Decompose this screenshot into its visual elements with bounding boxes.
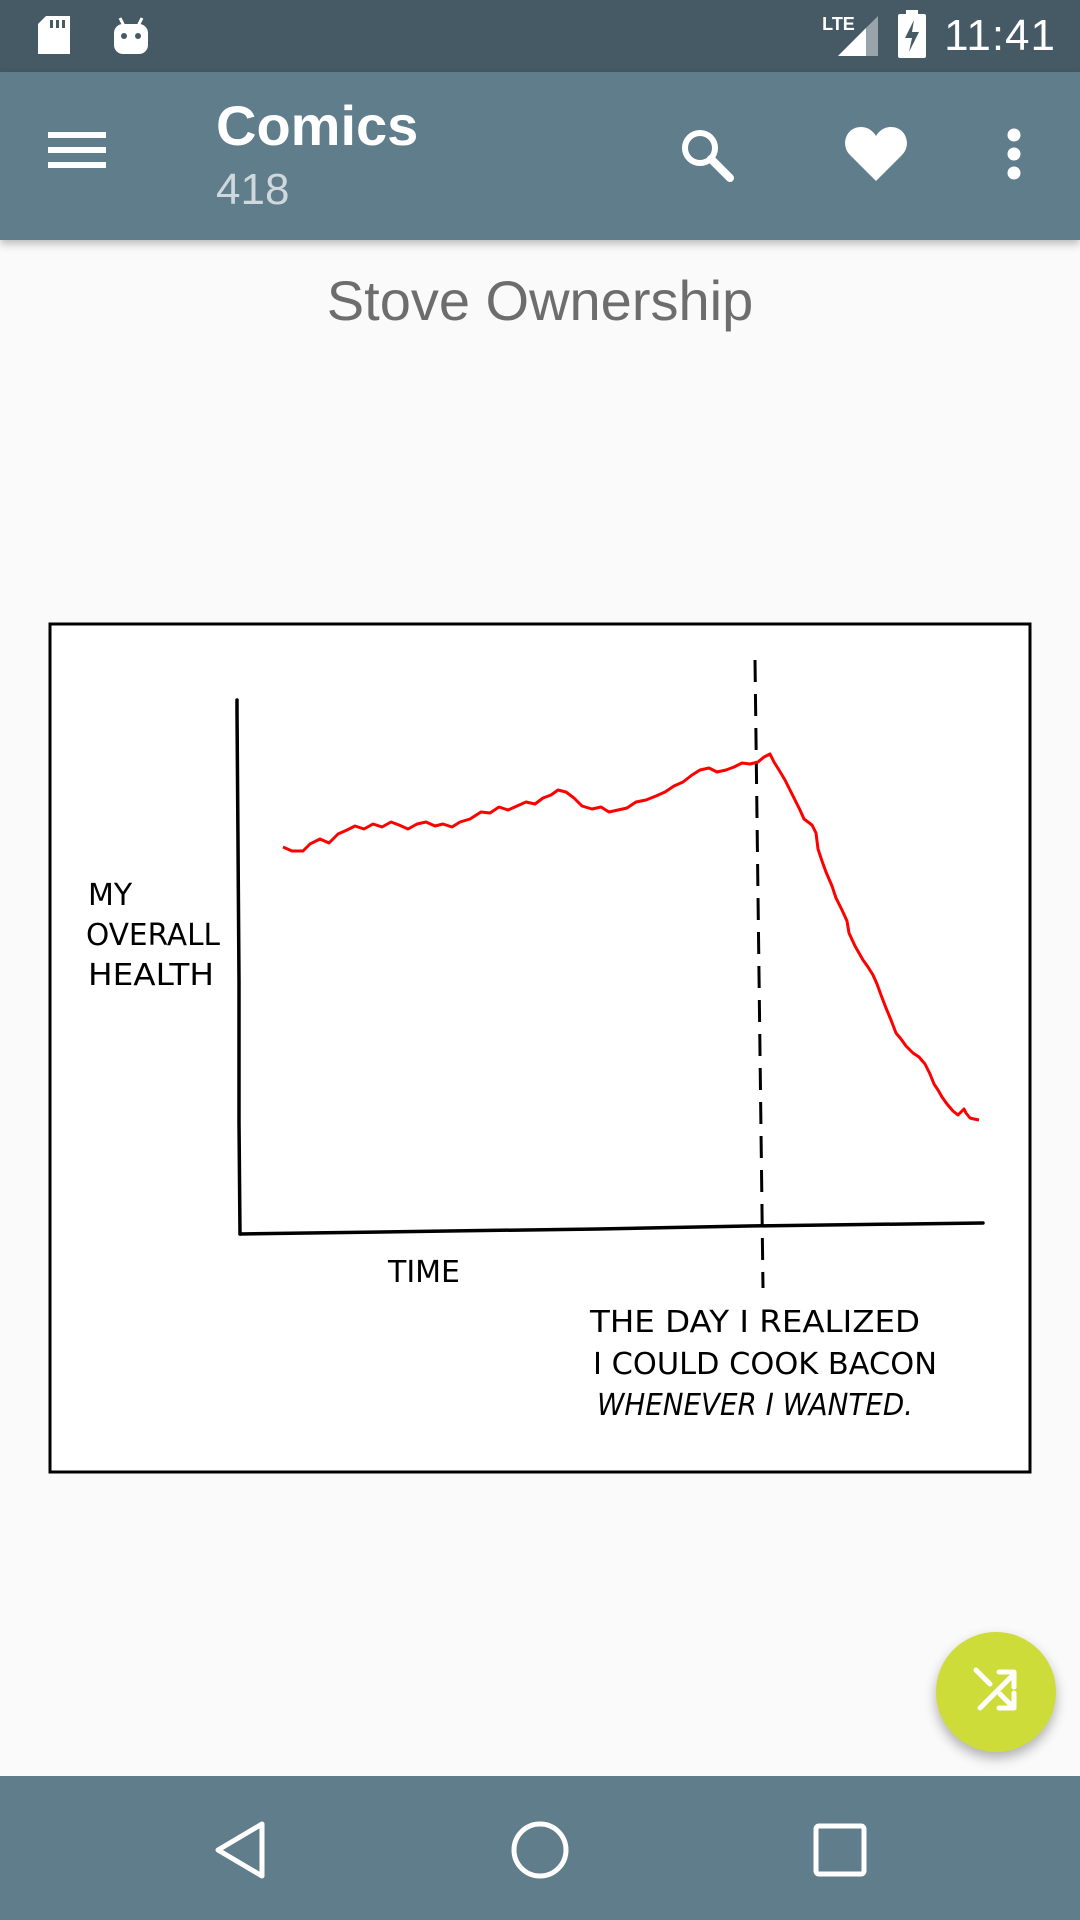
menu-icon [48, 132, 106, 176]
y-axis [235, 698, 242, 1236]
back-icon [212, 1820, 268, 1885]
more-vert-icon [1006, 128, 1022, 185]
back-button[interactable] [200, 1812, 280, 1892]
comic-title: Stove Ownership [326, 269, 754, 332]
status-bar: LTE 11:41 [0, 0, 1080, 72]
page-title: Comics [216, 94, 419, 157]
favorite-button[interactable] [844, 124, 908, 188]
heart-icon [844, 125, 908, 188]
menu-button[interactable] [48, 128, 114, 184]
x-axis [238, 1221, 985, 1236]
y-axis-label-line-2: OVERALL [86, 918, 220, 953]
network-label: LTE [822, 14, 855, 34]
sd-card-icon [36, 14, 72, 61]
x-axis-label: TIME [387, 1255, 460, 1290]
shuffle-button[interactable] [936, 1632, 1056, 1752]
shuffle-icon [972, 1666, 1020, 1719]
annotation-line-1: THE DAY I REALIZED [589, 1305, 920, 1340]
toolbar-title-block: Comics 418 [216, 94, 418, 218]
annotation-line-3: WHENEVER I WANTED. [597, 1388, 913, 1423]
comic-number: 418 [216, 165, 290, 214]
search-icon [678, 126, 734, 187]
event-marker-line [753, 659, 765, 1289]
recents-button[interactable] [800, 1812, 880, 1892]
app-bar: Comics 418 [0, 72, 1080, 240]
comic-image[interactable]: MY OVERALL HEALTH TIME THE DAY I REALIZE… [48, 622, 1032, 1474]
home-icon [510, 1820, 570, 1885]
annotation-line-2: I COULD COOK BACON [593, 1347, 937, 1382]
y-axis-label-line-3: HEALTH [88, 958, 214, 993]
clock: 11:41 [944, 11, 1056, 60]
recents-icon [813, 1823, 867, 1882]
android-icon [112, 14, 150, 61]
home-button[interactable] [500, 1812, 580, 1892]
health-line [282, 752, 980, 1122]
search-button[interactable] [674, 124, 738, 188]
battery-charging-icon [898, 9, 927, 63]
lte-signal-icon: LTE [822, 14, 880, 58]
overflow-menu-button[interactable] [982, 124, 1046, 188]
comic-drawing: MY OVERALL HEALTH TIME THE DAY I REALIZE… [48, 622, 1032, 1474]
y-axis-label-line-1: MY [88, 878, 133, 913]
navigation-bar [0, 1776, 1080, 1920]
